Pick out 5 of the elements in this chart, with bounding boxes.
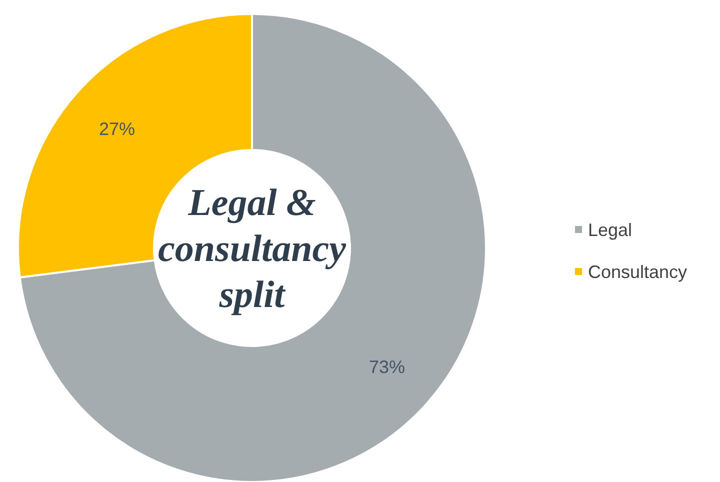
data-label: 27%	[98, 118, 135, 139]
legend-label: Consultancy	[588, 262, 688, 282]
legend-label: Legal	[588, 220, 632, 240]
data-label: 73%	[369, 357, 406, 378]
text: Legal & consultancy split	[158, 182, 346, 316]
